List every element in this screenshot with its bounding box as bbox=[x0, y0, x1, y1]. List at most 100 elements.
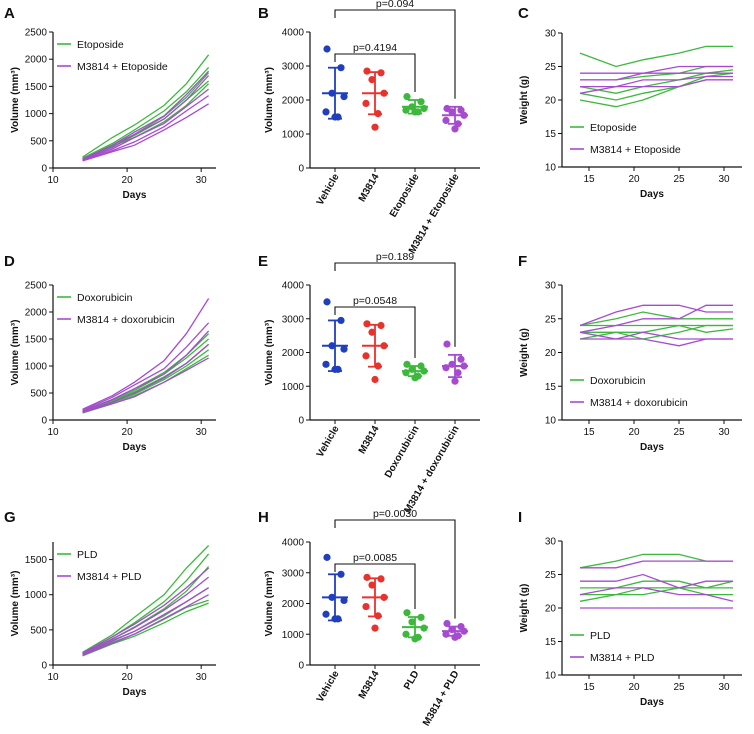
x-axis-label: Days bbox=[640, 442, 664, 453]
x-tick-label: 25 bbox=[673, 682, 685, 693]
legend-label: PLD bbox=[77, 549, 98, 561]
y-tick-label: 1000 bbox=[282, 130, 305, 141]
x-tick-label: 30 bbox=[196, 427, 208, 438]
y-tick-label: 2000 bbox=[25, 308, 48, 319]
data-point bbox=[363, 320, 371, 328]
y-tick-label: 15 bbox=[545, 382, 557, 393]
y-tick-label: 1000 bbox=[25, 362, 48, 373]
data-point bbox=[371, 123, 379, 131]
y-tick-label: 2500 bbox=[25, 28, 48, 39]
data-point bbox=[443, 340, 451, 348]
data-point bbox=[408, 618, 416, 626]
series-line bbox=[579, 304, 733, 327]
data-point bbox=[403, 609, 411, 617]
x-tick-label: 30 bbox=[718, 174, 730, 185]
y-tick-label: 1000 bbox=[25, 109, 48, 120]
y-axis-label: Volume (mm³) bbox=[264, 67, 275, 133]
series-line bbox=[82, 594, 209, 656]
data-point bbox=[403, 93, 411, 101]
data-point bbox=[368, 328, 376, 336]
x-tick-label: 30 bbox=[718, 427, 730, 438]
y-tick-label: 1000 bbox=[282, 382, 305, 393]
data-point bbox=[451, 125, 459, 133]
data-point bbox=[454, 369, 462, 377]
data-point bbox=[448, 108, 456, 116]
panel-letter: A bbox=[4, 5, 15, 22]
data-point bbox=[442, 630, 450, 638]
legend-label: Doxorubicin bbox=[77, 292, 133, 304]
series-line bbox=[580, 338, 733, 347]
data-point bbox=[443, 619, 451, 628]
data-point bbox=[371, 375, 379, 384]
y-axis-label: Volume (mm³) bbox=[10, 320, 21, 386]
series-line bbox=[580, 587, 733, 596]
y-tick-label: 20 bbox=[545, 348, 557, 359]
series-line bbox=[580, 324, 734, 333]
x-tick-label: 10 bbox=[47, 427, 59, 438]
x-tick-label: 30 bbox=[718, 682, 730, 693]
y-tick-label: 3000 bbox=[282, 568, 305, 579]
x-tick-label: 15 bbox=[583, 174, 595, 185]
panel-G: 0 500 1000 1500 10 20 30 Days Volume (mm³) PLD M38… bbox=[10, 542, 216, 698]
panel-letter: H bbox=[258, 509, 269, 526]
category-label: M3814 + PLD bbox=[421, 669, 462, 728]
data-point bbox=[323, 45, 331, 53]
data-point bbox=[322, 108, 330, 116]
series-line bbox=[580, 580, 734, 589]
series-line bbox=[82, 54, 210, 158]
legend-label: Etoposide bbox=[77, 39, 124, 51]
data-point bbox=[371, 624, 379, 632]
y-tick-label: 20 bbox=[545, 604, 557, 615]
legend-label: PLD bbox=[590, 630, 611, 642]
data-point bbox=[362, 352, 370, 360]
category-label: Etoposide bbox=[388, 172, 422, 220]
y-tick-label: 25 bbox=[545, 62, 557, 73]
panel-letter: G bbox=[4, 509, 16, 526]
y-axis-label: Weight (g) bbox=[519, 76, 530, 125]
series-line bbox=[580, 65, 733, 81]
y-tick-label: 0 bbox=[41, 661, 47, 672]
panel-A: 0 500 1000 1500 2000 2500 10 20 30 Days Volume (mm… bbox=[10, 28, 216, 201]
x-axis-label: Days bbox=[640, 189, 664, 200]
data-point bbox=[323, 298, 331, 306]
data-point bbox=[340, 93, 348, 101]
series-line bbox=[82, 330, 210, 413]
series-line bbox=[579, 79, 733, 94]
legend-label: M3814 + doxorubicin bbox=[77, 314, 175, 326]
series-line bbox=[82, 298, 210, 410]
legend-label: M3814 + Etoposide bbox=[77, 61, 168, 73]
x-tick-label: 20 bbox=[122, 672, 134, 683]
category-label: PLD bbox=[402, 669, 422, 692]
y-tick-label: 0 bbox=[41, 164, 47, 175]
y-tick-label: 2000 bbox=[282, 96, 305, 107]
data-point bbox=[402, 106, 410, 114]
comparison-bracket bbox=[334, 519, 456, 619]
series-line bbox=[82, 587, 209, 656]
y-tick-label: 4000 bbox=[282, 538, 305, 549]
data-point bbox=[340, 596, 348, 605]
series-line bbox=[82, 357, 209, 414]
y-axis-label: Volume (mm³) bbox=[264, 320, 275, 386]
y-tick-label: 2000 bbox=[25, 55, 48, 66]
x-tick-label: 20 bbox=[628, 427, 640, 438]
comparison-bracket bbox=[334, 306, 416, 358]
x-tick-label: 30 bbox=[196, 672, 208, 683]
x-tick-label: 15 bbox=[583, 682, 595, 693]
x-tick-label: 20 bbox=[122, 427, 134, 438]
p-value-label: p=0.189 bbox=[376, 251, 414, 263]
x-tick-label: 10 bbox=[47, 175, 59, 186]
p-value-label: p=0.0548 bbox=[353, 295, 397, 307]
y-tick-label: 1500 bbox=[25, 555, 48, 566]
panel-letter: I bbox=[518, 509, 522, 526]
y-tick-label: 2500 bbox=[25, 281, 48, 292]
y-tick-label: 0 bbox=[41, 416, 47, 427]
data-point bbox=[442, 116, 450, 124]
series-line bbox=[82, 553, 210, 654]
x-tick-label: 25 bbox=[673, 427, 685, 438]
x-tick-label: 20 bbox=[122, 175, 134, 186]
y-tick-label: 2000 bbox=[282, 348, 305, 359]
y-tick-label: 10 bbox=[545, 163, 557, 174]
p-value-label: p=0.0085 bbox=[353, 552, 397, 564]
x-tick-label: 25 bbox=[673, 174, 685, 185]
data-point bbox=[340, 345, 348, 353]
